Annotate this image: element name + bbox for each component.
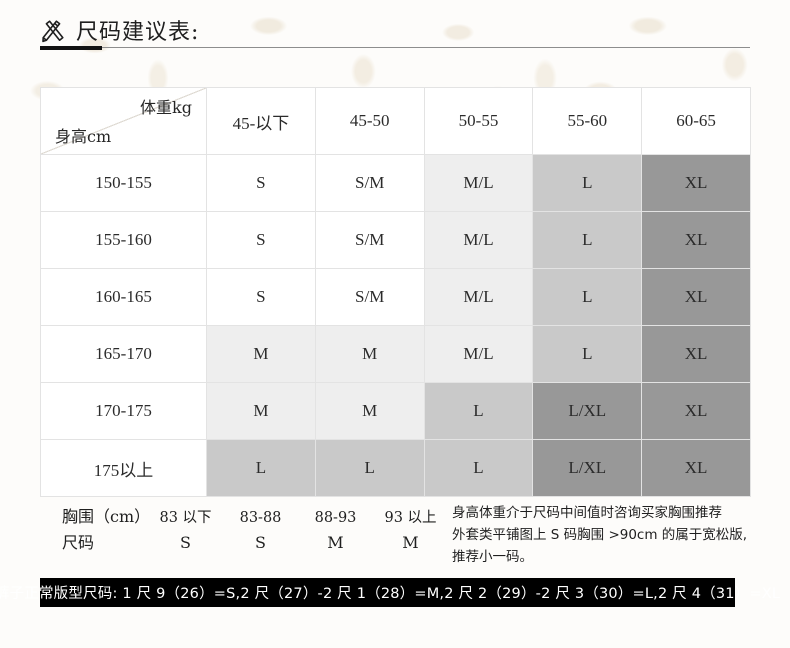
size-cell: S/M <box>314 211 425 269</box>
size-cell: M/L <box>423 154 534 212</box>
column-header: 45-50 <box>314 87 425 155</box>
height-axis-label: 身高cm <box>55 127 112 146</box>
size-cell: M <box>206 325 316 383</box>
row-header: 165-170 <box>40 325 207 383</box>
weight-axis-label: 体重kg <box>140 98 192 117</box>
row-header: 160-165 <box>40 268 207 326</box>
size-cell: M/L <box>423 325 534 383</box>
size-cell: L/XL <box>532 439 643 497</box>
column-header: 60-65 <box>641 87 751 155</box>
table-row: 175以上 L L L L/XL XL <box>40 439 751 497</box>
footer-notes: 胸围（cm） 83 以下 83-88 88-93 93 以上 尺码 S S M … <box>40 503 750 565</box>
size-chart-table: 体重kg 身高cm 45-以下 45-50 50-55 55-60 60-65 … <box>40 87 751 497</box>
pencil-cross-icon <box>40 17 66 43</box>
chest-size-value: S <box>255 533 266 552</box>
size-cell: XL <box>641 439 751 497</box>
table-row: 155-160 S S/M M/L L XL <box>40 211 751 269</box>
page-title: 尺码建议表: <box>76 20 200 45</box>
column-header: 45-以下 <box>206 87 316 155</box>
size-cell: S <box>206 154 316 212</box>
row-header: 155-160 <box>40 211 207 269</box>
size-cell: L <box>532 325 643 383</box>
table-row: 160-165 S S/M M/L L XL <box>40 268 751 326</box>
row-header: 170-175 <box>40 382 207 440</box>
sizing-advice-note: 身高体重介于尺码中间值时咨询买家胸围推荐 外套类平铺图上 S 码胸围 >90cm… <box>452 502 752 568</box>
size-cell: L <box>314 439 425 497</box>
size-cell: XL <box>641 211 751 269</box>
size-cell: M <box>314 325 425 383</box>
chest-measure-value: 93 以上 <box>384 510 437 526</box>
chest-size-value: M <box>402 533 419 552</box>
chest-size-value: S <box>180 533 191 552</box>
advice-line: 推荐小一码。 <box>452 549 533 565</box>
chest-measure-label: 胸围（cm） <box>62 507 151 526</box>
axis-corner-cell: 体重kg 身高cm <box>40 87 207 155</box>
size-cell: L <box>423 382 534 440</box>
size-cell: M/L <box>423 268 534 326</box>
size-cell: L <box>423 439 534 497</box>
chest-size-label: 尺码 <box>62 533 95 552</box>
size-cell: L <box>206 439 316 497</box>
column-header: 50-55 <box>423 87 534 155</box>
size-cell: L <box>532 268 643 326</box>
chest-size-chart: 胸围（cm） 83 以下 83-88 88-93 93 以上 尺码 S S M … <box>40 503 448 555</box>
table-row: 165-170 M M M/L L XL <box>40 325 751 383</box>
size-cell: M/L <box>423 211 534 269</box>
size-cell: XL <box>641 325 751 383</box>
advice-line: 身高体重介于尺码中间值时咨询买家胸围推荐 <box>452 505 722 521</box>
table-row: 150-155 S S/M M/L L XL <box>40 154 751 212</box>
title-underline-thin <box>40 47 750 48</box>
size-cell: M <box>206 382 316 440</box>
chest-measure-value: 83 以下 <box>159 510 212 526</box>
title-underline <box>40 46 750 50</box>
size-cell: S/M <box>314 268 425 326</box>
pants-size-banner: 裤子正常版型尺码: 1 尺 9（26）=S,2 尺（27）-2 尺 1（28）=… <box>0 578 780 607</box>
chest-measure-value: 83-88 <box>239 510 282 526</box>
size-cell: S/M <box>314 154 425 212</box>
chest-measure-value: 88-93 <box>314 510 357 526</box>
advice-line: 外套类平铺图上 S 码胸围 >90cm 的属于宽松版, <box>452 527 748 543</box>
row-header: 150-155 <box>40 154 207 212</box>
size-cell: M <box>314 382 425 440</box>
size-cell: XL <box>641 268 751 326</box>
size-cell: L/XL <box>532 382 643 440</box>
column-header: 55-60 <box>532 87 643 155</box>
chest-measure-row: 胸围（cm） 83 以下 83-88 88-93 93 以上 <box>40 503 448 529</box>
size-cell: L <box>532 211 643 269</box>
size-cell: S <box>206 211 316 269</box>
size-cell: S <box>206 268 316 326</box>
size-cell: XL <box>641 154 751 212</box>
table-row: 170-175 M M L L/XL XL <box>40 382 751 440</box>
chest-size-row: 尺码 S S M M <box>40 529 448 555</box>
size-cell: L <box>532 154 643 212</box>
title-underline-accent <box>40 46 102 50</box>
page-title-row: 尺码建议表: <box>40 13 199 47</box>
table-header-row: 体重kg 身高cm 45-以下 45-50 50-55 55-60 60-65 <box>40 87 751 155</box>
size-cell: XL <box>641 382 751 440</box>
row-header: 175以上 <box>40 439 207 497</box>
chest-size-value: M <box>327 533 344 552</box>
